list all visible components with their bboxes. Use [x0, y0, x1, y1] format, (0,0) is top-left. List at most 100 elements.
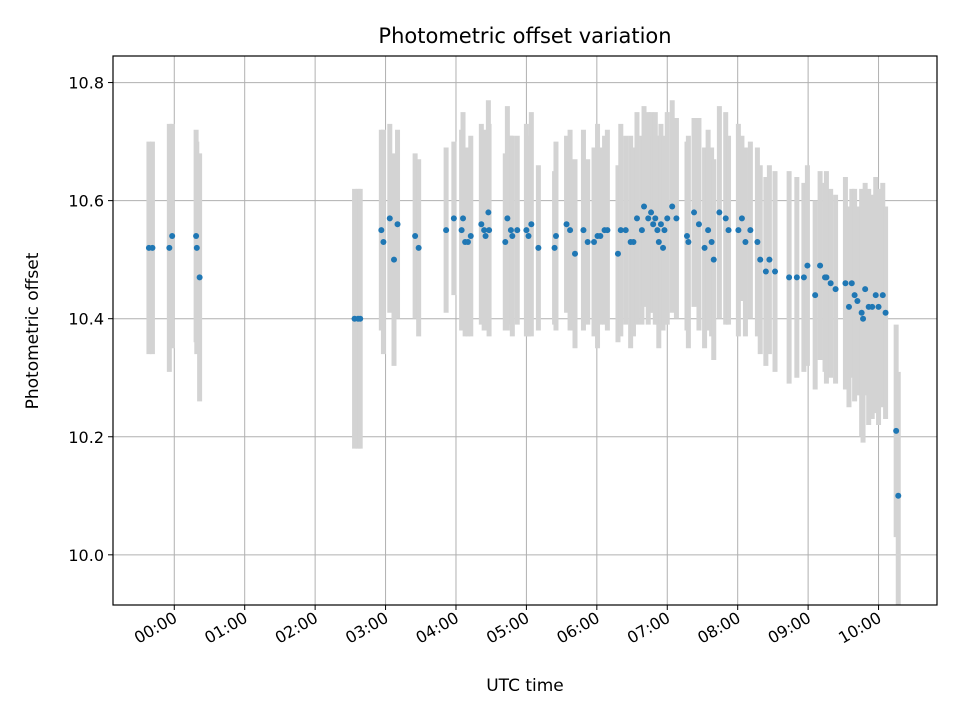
data-point	[812, 292, 819, 299]
data-point	[848, 280, 855, 287]
data-point	[614, 250, 621, 257]
data-point	[842, 280, 849, 287]
data-point	[394, 221, 401, 228]
data-point	[747, 227, 754, 234]
data-point	[701, 244, 708, 251]
y-tick-label: 10.2	[68, 428, 104, 447]
data-point	[450, 215, 457, 222]
data-point	[638, 227, 645, 234]
data-point	[722, 215, 729, 222]
data-point	[652, 215, 659, 222]
data-point	[622, 227, 629, 234]
data-point	[725, 227, 732, 234]
data-point	[645, 215, 652, 222]
data-point	[710, 256, 717, 263]
data-point	[196, 274, 203, 281]
data-point	[685, 238, 692, 245]
data-point	[872, 292, 879, 299]
data-point	[817, 262, 824, 269]
y-tick-label: 10.4	[68, 310, 104, 329]
data-point	[641, 203, 648, 210]
data-point	[772, 268, 779, 275]
data-point	[661, 227, 668, 234]
data-point	[551, 244, 558, 251]
data-point	[633, 215, 640, 222]
data-point	[478, 221, 485, 228]
data-point	[584, 238, 591, 245]
data-point	[695, 221, 702, 228]
data-point	[391, 256, 398, 263]
data-point	[738, 215, 745, 222]
data-point	[673, 215, 680, 222]
data-point	[502, 238, 509, 245]
data-point	[757, 256, 764, 263]
data-point	[648, 209, 655, 216]
data-point	[482, 233, 489, 240]
data-point	[657, 221, 664, 228]
data-point	[854, 297, 861, 304]
data-point	[716, 209, 723, 216]
data-point	[882, 309, 889, 316]
data-point	[858, 309, 865, 316]
data-point	[528, 221, 535, 228]
data-point	[149, 244, 156, 251]
data-point	[650, 221, 657, 228]
data-point	[735, 227, 742, 234]
data-point	[166, 244, 173, 251]
data-point	[504, 215, 511, 222]
data-point	[827, 280, 834, 287]
data-point	[654, 227, 661, 234]
data-point	[845, 303, 852, 310]
data-point	[823, 274, 830, 281]
data-points	[145, 203, 902, 499]
data-point	[804, 262, 811, 269]
data-point	[762, 268, 769, 275]
data-point	[567, 227, 574, 234]
data-point	[193, 233, 200, 240]
data-point	[523, 227, 530, 234]
data-point	[893, 427, 900, 434]
y-axis-label: Photometric offset	[23, 252, 43, 409]
data-point	[683, 233, 690, 240]
plot-frame	[112, 55, 938, 606]
data-point	[514, 227, 521, 234]
data-point	[378, 227, 385, 234]
x-axis-label: UTC time	[486, 676, 564, 696]
data-point	[485, 209, 492, 216]
data-point	[597, 233, 604, 240]
data-point	[766, 256, 773, 263]
data-point	[509, 233, 516, 240]
data-point	[617, 227, 624, 234]
data-point	[415, 244, 422, 251]
data-point	[851, 292, 858, 299]
data-point	[691, 209, 698, 216]
data-point	[742, 238, 749, 245]
data-point	[869, 303, 876, 310]
data-point	[412, 233, 419, 240]
data-point	[507, 227, 514, 234]
data-point	[754, 238, 761, 245]
data-point	[832, 286, 839, 293]
data-point	[193, 244, 200, 251]
data-point	[169, 233, 176, 240]
data-point	[380, 238, 387, 245]
data-point	[525, 233, 532, 240]
data-point	[879, 292, 886, 299]
y-axis: 10.0 10.2 10.4 10.6 10.8	[68, 74, 113, 565]
data-point	[460, 215, 467, 222]
data-point	[669, 203, 676, 210]
data-point	[705, 227, 712, 234]
data-point	[630, 238, 637, 245]
y-tick-label: 10.8	[68, 74, 104, 93]
data-point	[604, 227, 611, 234]
data-point	[591, 238, 598, 245]
data-point	[580, 227, 587, 234]
data-point	[464, 238, 471, 245]
data-point	[793, 274, 800, 281]
data-point	[467, 233, 474, 240]
data-point	[535, 244, 542, 251]
data-point	[486, 227, 493, 234]
data-point	[458, 227, 465, 234]
